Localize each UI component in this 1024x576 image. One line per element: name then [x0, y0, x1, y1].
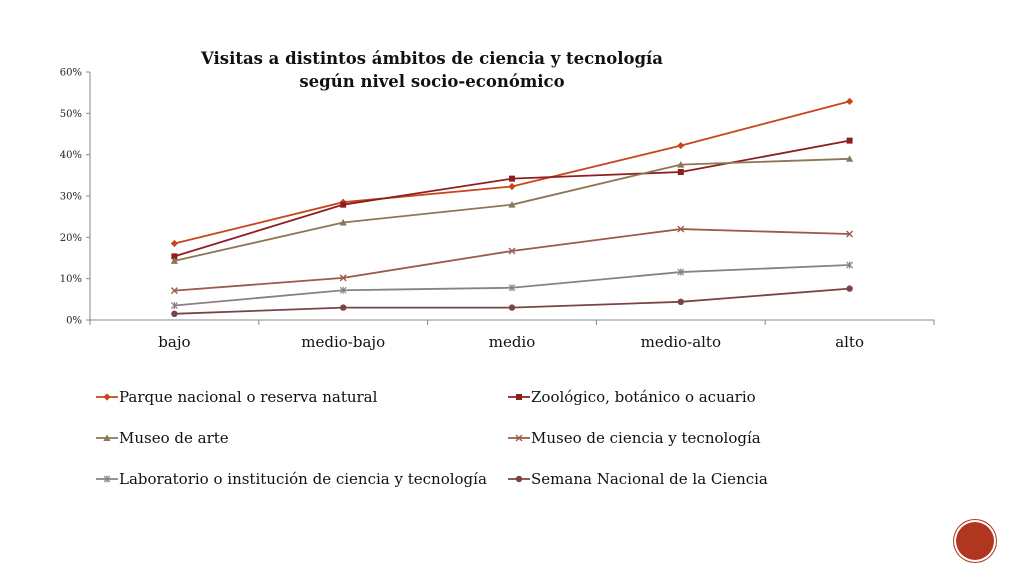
- data-point: [677, 298, 684, 306]
- y-tick-label: 40%: [60, 150, 82, 161]
- data-point: [677, 160, 685, 168]
- legend-swatch-marker: [103, 434, 111, 441]
- chart-series: [170, 97, 854, 317]
- data-point: [171, 253, 178, 260]
- data-point: [339, 286, 347, 294]
- data-point: [509, 175, 515, 182]
- legend-entry: Zoológico, botánico o acuario: [508, 388, 756, 406]
- x-tick-label: medio-bajo: [301, 333, 385, 351]
- chart-title-line-1: Visitas a distintos ámbitos de ciencia y…: [200, 49, 663, 68]
- x-tick-label: medio: [489, 333, 536, 351]
- series-5: [171, 285, 853, 317]
- chart-title-line-2: según nivel socio-económico: [299, 72, 564, 91]
- data-point: [508, 182, 516, 191]
- data-point: [339, 274, 347, 282]
- y-tick-label: 10%: [60, 274, 82, 285]
- data-point: [677, 225, 685, 233]
- legend-label: Museo de ciencia y tecnología: [531, 429, 761, 447]
- data-point: [170, 302, 178, 310]
- y-tick-label: 0%: [66, 316, 82, 327]
- series-1: [171, 137, 853, 260]
- y-tick-label: 60%: [60, 68, 82, 79]
- y-tick-label: 30%: [60, 192, 82, 203]
- legend-label: Parque nacional o reserva natural: [119, 388, 378, 406]
- data-point: [846, 137, 853, 144]
- data-point: [170, 257, 178, 264]
- legend-entry: Parque nacional o reserva natural: [96, 388, 378, 406]
- chart-legend: Parque nacional o reserva natural Zoológi…: [96, 388, 768, 488]
- legend-label: Zoológico, botánico o acuario: [531, 388, 756, 406]
- legend-swatch-marker: [515, 475, 523, 483]
- data-point: [171, 310, 178, 317]
- data-point: [170, 287, 178, 295]
- chart-axes: [89, 72, 934, 321]
- legend-swatch-marker: [516, 394, 522, 400]
- series-4: [170, 261, 854, 310]
- legend-entry: Museo de arte: [96, 429, 229, 447]
- y-tick-label: 20%: [60, 233, 82, 244]
- data-point: [846, 155, 854, 162]
- series-0: [170, 97, 854, 248]
- legend-swatch-marker: [515, 434, 523, 442]
- legend-label: Laboratorio o institución de ciencia y t…: [119, 470, 487, 488]
- slide-number-badge: [956, 522, 994, 560]
- legend-entry: Semana Nacional de la Ciencia: [508, 470, 768, 488]
- legend-label: Semana Nacional de la Ciencia: [531, 470, 768, 488]
- legend-entry: Laboratorio o institución de ciencia y t…: [96, 470, 487, 488]
- data-point: [508, 201, 516, 208]
- data-point: [846, 230, 854, 238]
- data-point: [846, 261, 854, 269]
- legend-swatch-marker: [103, 393, 111, 401]
- data-point: [846, 97, 854, 105]
- series-line: [174, 157, 850, 262]
- data-point: [170, 239, 178, 248]
- data-point: [508, 284, 516, 292]
- data-point: [677, 268, 685, 276]
- data-point: [508, 247, 516, 255]
- series-3: [170, 225, 854, 295]
- x-tick-label: medio-alto: [641, 333, 721, 351]
- y-tick-label: 50%: [60, 109, 82, 120]
- legend-entry: Museo de ciencia y tecnología: [508, 429, 761, 447]
- data-point: [677, 141, 685, 150]
- data-point: [340, 304, 347, 311]
- series-line: [174, 139, 850, 258]
- series-2: [170, 155, 854, 264]
- data-point: [340, 201, 347, 208]
- data-point: [508, 304, 516, 311]
- legend-label: Museo de arte: [119, 429, 229, 447]
- x-tick-label: bajo: [158, 333, 190, 351]
- series-line: [174, 100, 850, 245]
- legend-swatch-marker: [103, 475, 111, 483]
- x-tick-label: alto: [835, 333, 864, 351]
- data-point: [846, 285, 853, 292]
- data-point: [339, 218, 347, 226]
- chart-ticks: 0% 10% 20% 30% 40% 50% 60% bajo medio-bajo medio m…: [60, 68, 935, 351]
- data-point: [677, 169, 684, 176]
